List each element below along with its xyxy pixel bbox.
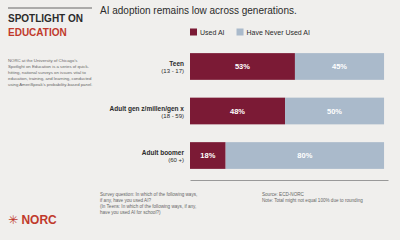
category-label: (13 - 17)	[161, 68, 184, 74]
bar	[190, 98, 285, 125]
annotation: ✳ NORC	[8, 213, 57, 227]
data-labels: 53% 48% 18% 45% 50% 80%	[200, 62, 347, 160]
title: AI adoption remains low across generatio…	[100, 5, 297, 16]
annotation-line: education, training, and learning, condu…	[8, 76, 92, 81]
data-label: 45%	[332, 62, 347, 71]
bar	[285, 98, 384, 125]
annotation-line: Note: Total might not equal 100% due to …	[262, 198, 363, 203]
legend: Used AI Have Never Used AI	[190, 29, 310, 36]
annotation: Survey question: In which of the followi…	[100, 192, 197, 215]
annotation-line: NORC at the University of Chicago's	[8, 58, 77, 63]
bars	[190, 53, 384, 169]
bar	[190, 142, 226, 169]
data-label: 48%	[230, 107, 245, 116]
legend-label: Have Never Used AI	[247, 29, 310, 36]
legend-item: Used AI	[190, 29, 225, 36]
data-label: 80%	[297, 151, 312, 160]
annotation-line: Survey question: In which of the followi…	[100, 192, 197, 197]
annotation-line: using AmeriSpeak's probability-based pan…	[8, 82, 92, 87]
annotation-line: EDUCATION	[8, 27, 67, 38]
legend-item: Have Never Used AI	[237, 29, 310, 36]
annotation-line: (In Teens: In which of the following way…	[100, 204, 196, 209]
bar	[226, 142, 384, 169]
legend-swatch	[237, 29, 244, 36]
data-label: 18%	[200, 151, 215, 160]
annotation: Source: ECD-NORCNote: Total might not eq…	[262, 192, 363, 203]
category-label: (60 +)	[168, 157, 184, 163]
legend-label: Used AI	[200, 29, 225, 36]
annotation: NORC at the University of Chicago'sSpotl…	[8, 58, 92, 87]
data-label: 53%	[235, 62, 250, 71]
category-labels: Teen(13 - 17) Adult gen z/millen/gen x(18…	[110, 60, 185, 163]
annotation-line: hitting, national surveys on issues vita…	[8, 70, 86, 75]
bar	[190, 53, 295, 80]
annotation: SPOTLIGHT ON	[8, 13, 83, 24]
rule	[8, 8, 92, 9]
annotation-line: have you used AI for school?)	[100, 210, 161, 215]
annotations: SPOTLIGHT ON EDUCATION NORC at the Univers…	[8, 13, 363, 227]
category-label: Adult gen z/millen/gen x	[110, 105, 185, 113]
annotation-line: if any, have you used AI?	[100, 198, 151, 203]
legend-swatch	[190, 29, 197, 36]
chart: 53% 48% 18% 45% 50% 80% Teen(13 - 17) Adult gen…	[0, 0, 400, 240]
annotation-line: Spotlight on Education is a series of qu…	[8, 64, 90, 69]
annotation: EDUCATION	[8, 27, 67, 38]
annotation-line: SPOTLIGHT ON	[8, 13, 83, 24]
annotation-line: ✳ NORC	[8, 213, 57, 227]
category-label: (18 - 59)	[161, 113, 184, 119]
x-axis	[191, 180, 389, 181]
annotation-line: Source: ECD-NORC	[262, 192, 305, 197]
category-label: Adult boomer	[142, 149, 185, 156]
category-label: Teen	[169, 60, 184, 67]
x-axis-line	[191, 180, 389, 181]
data-label: 50%	[327, 107, 342, 116]
bar	[295, 53, 384, 80]
